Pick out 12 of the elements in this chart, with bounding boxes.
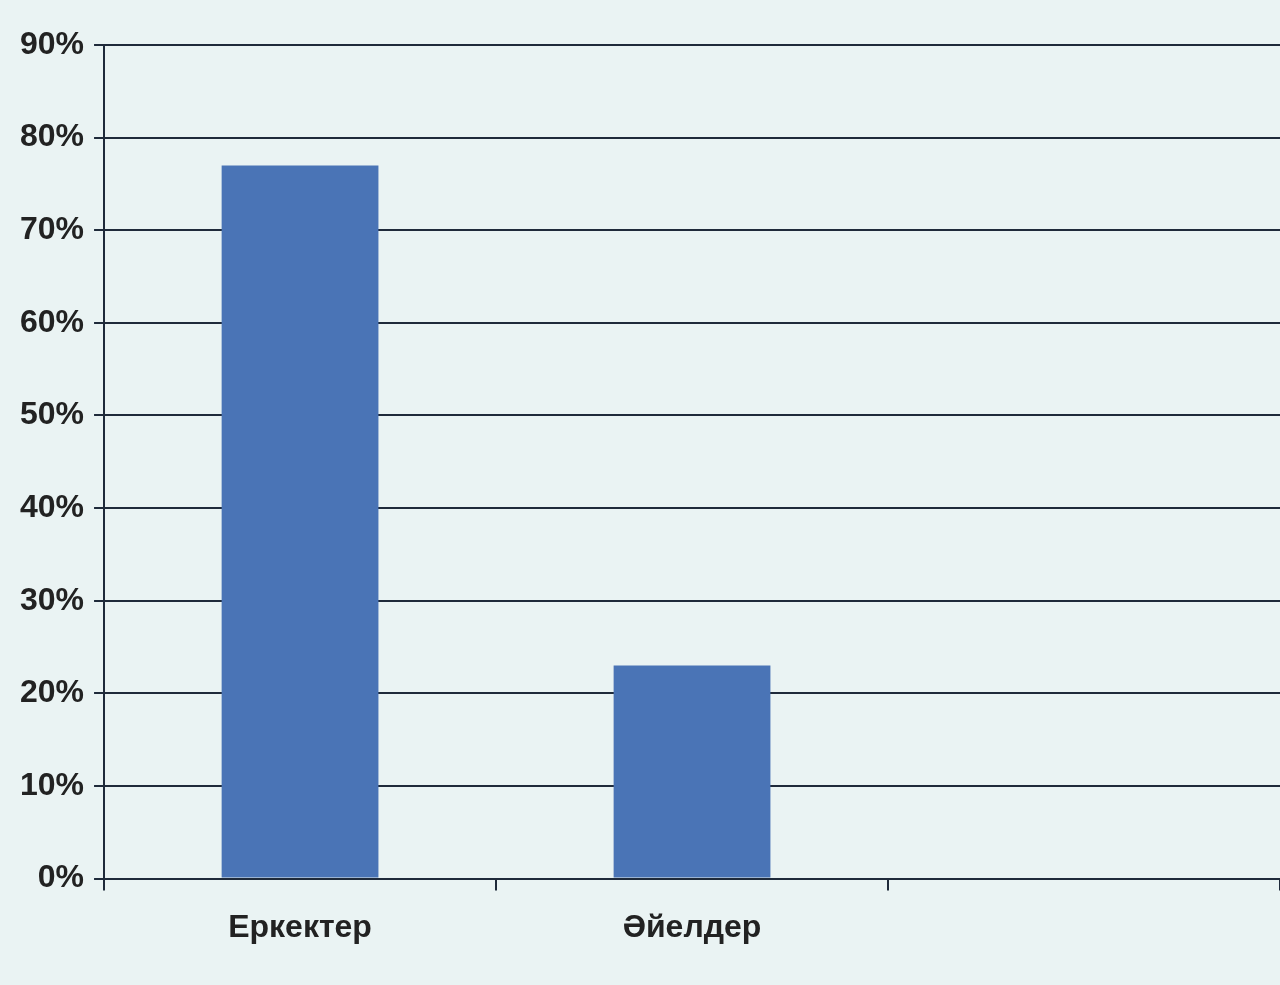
y-tick-label: 20% — [20, 673, 85, 710]
y-tick-label: 50% — [20, 395, 85, 432]
y-tick-label: 10% — [20, 765, 85, 802]
y-tick-label: 40% — [20, 487, 85, 524]
x-tick-label: Әйелдер — [622, 907, 762, 944]
y-tick-label: 60% — [20, 302, 85, 339]
y-tick-label: 90% — [20, 24, 85, 61]
y-tick-label: 80% — [20, 117, 85, 154]
y-tick-label: 30% — [20, 580, 85, 617]
x-tick-label: Еркектер — [228, 907, 372, 944]
y-tick-label: 0% — [37, 858, 85, 895]
y-tick-label: 70% — [20, 210, 85, 247]
